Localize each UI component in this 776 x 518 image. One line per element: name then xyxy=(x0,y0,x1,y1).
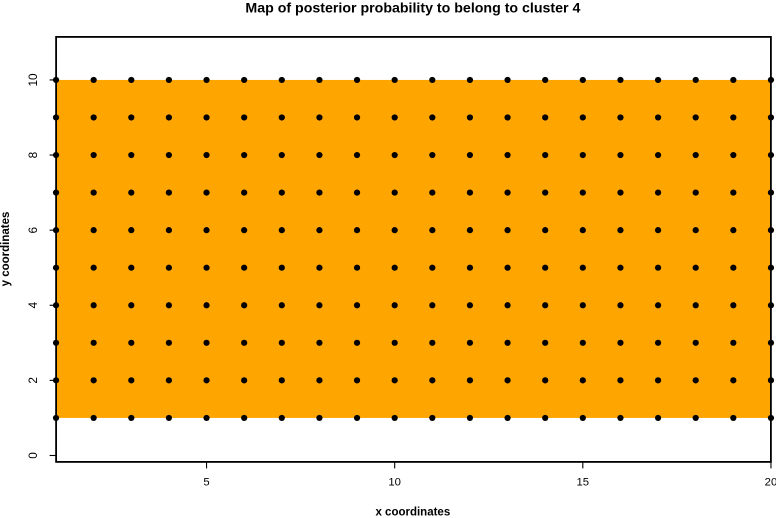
svg-text:6: 6 xyxy=(26,226,40,233)
svg-text:8: 8 xyxy=(26,151,40,158)
svg-text:20: 20 xyxy=(765,477,776,489)
svg-text:y coordinates: y coordinates xyxy=(0,212,12,287)
svg-text:4: 4 xyxy=(26,302,40,309)
svg-text:Map of posterior probability t: Map of posterior probability to belong t… xyxy=(245,0,580,16)
svg-text:2: 2 xyxy=(26,377,40,384)
svg-text:15: 15 xyxy=(577,477,590,489)
svg-text:10: 10 xyxy=(26,73,40,87)
svg-text:10: 10 xyxy=(388,477,401,489)
svg-text:x coordinates: x coordinates xyxy=(375,507,450,518)
svg-text:5: 5 xyxy=(203,477,209,489)
svg-text:0: 0 xyxy=(26,452,40,459)
